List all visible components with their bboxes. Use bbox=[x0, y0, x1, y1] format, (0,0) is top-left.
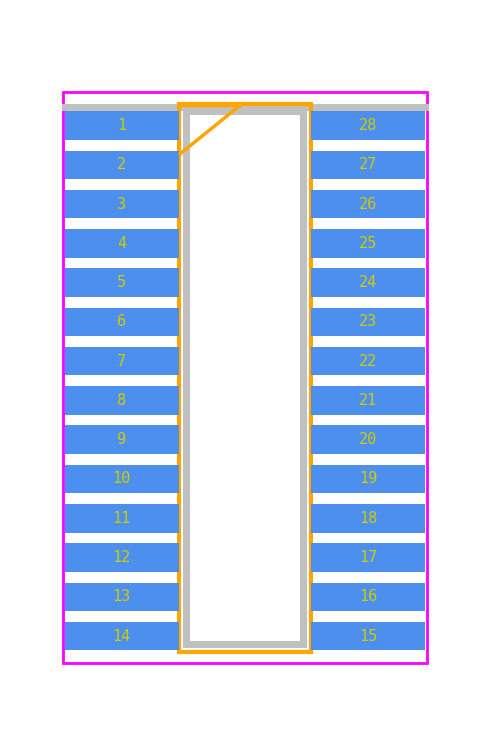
Text: 22: 22 bbox=[359, 354, 377, 369]
Text: 24: 24 bbox=[359, 275, 377, 290]
Bar bbox=[65, 150, 179, 179]
Bar bbox=[65, 347, 179, 375]
Bar bbox=[65, 622, 179, 650]
Bar bbox=[311, 150, 425, 179]
Text: 23: 23 bbox=[359, 314, 377, 329]
Bar bbox=[65, 386, 179, 414]
Bar bbox=[65, 504, 179, 533]
Text: 15: 15 bbox=[359, 628, 377, 643]
Text: 8: 8 bbox=[117, 393, 126, 408]
Bar bbox=[179, 104, 311, 652]
Bar bbox=[65, 269, 179, 297]
Bar bbox=[311, 622, 425, 650]
Text: 10: 10 bbox=[113, 471, 131, 486]
Bar bbox=[311, 111, 425, 140]
Text: 27: 27 bbox=[359, 157, 377, 172]
Bar bbox=[311, 465, 425, 493]
Bar bbox=[65, 307, 179, 336]
Text: 4: 4 bbox=[117, 236, 126, 251]
Text: 12: 12 bbox=[113, 550, 131, 565]
Text: 9: 9 bbox=[117, 432, 126, 447]
Text: 2: 2 bbox=[117, 157, 126, 172]
Bar bbox=[311, 269, 425, 297]
Text: 13: 13 bbox=[113, 589, 131, 604]
Bar bbox=[65, 111, 179, 140]
Bar bbox=[311, 386, 425, 414]
Text: 28: 28 bbox=[359, 118, 377, 133]
Bar bbox=[65, 465, 179, 493]
Bar bbox=[65, 190, 179, 218]
Bar bbox=[65, 583, 179, 611]
Bar bbox=[311, 426, 425, 454]
Text: 18: 18 bbox=[359, 511, 377, 526]
Bar bbox=[311, 229, 425, 257]
Bar bbox=[311, 543, 425, 571]
Text: 21: 21 bbox=[359, 393, 377, 408]
Bar bbox=[311, 583, 425, 611]
Text: 20: 20 bbox=[359, 432, 377, 447]
Bar bbox=[65, 543, 179, 571]
Bar bbox=[311, 504, 425, 533]
Bar bbox=[186, 111, 304, 644]
Text: 16: 16 bbox=[359, 589, 377, 604]
Text: 17: 17 bbox=[359, 550, 377, 565]
Text: 19: 19 bbox=[359, 471, 377, 486]
Text: 5: 5 bbox=[117, 275, 126, 290]
Text: 6: 6 bbox=[117, 314, 126, 329]
Text: 3: 3 bbox=[117, 197, 126, 212]
Bar bbox=[311, 307, 425, 336]
Text: 11: 11 bbox=[113, 511, 131, 526]
Bar bbox=[311, 190, 425, 218]
Text: 25: 25 bbox=[359, 236, 377, 251]
Text: 7: 7 bbox=[117, 354, 126, 369]
Text: 14: 14 bbox=[113, 628, 131, 643]
Text: 26: 26 bbox=[359, 197, 377, 212]
Text: 1: 1 bbox=[117, 118, 126, 133]
Bar bbox=[65, 229, 179, 257]
Bar bbox=[311, 347, 425, 375]
Bar bbox=[65, 426, 179, 454]
